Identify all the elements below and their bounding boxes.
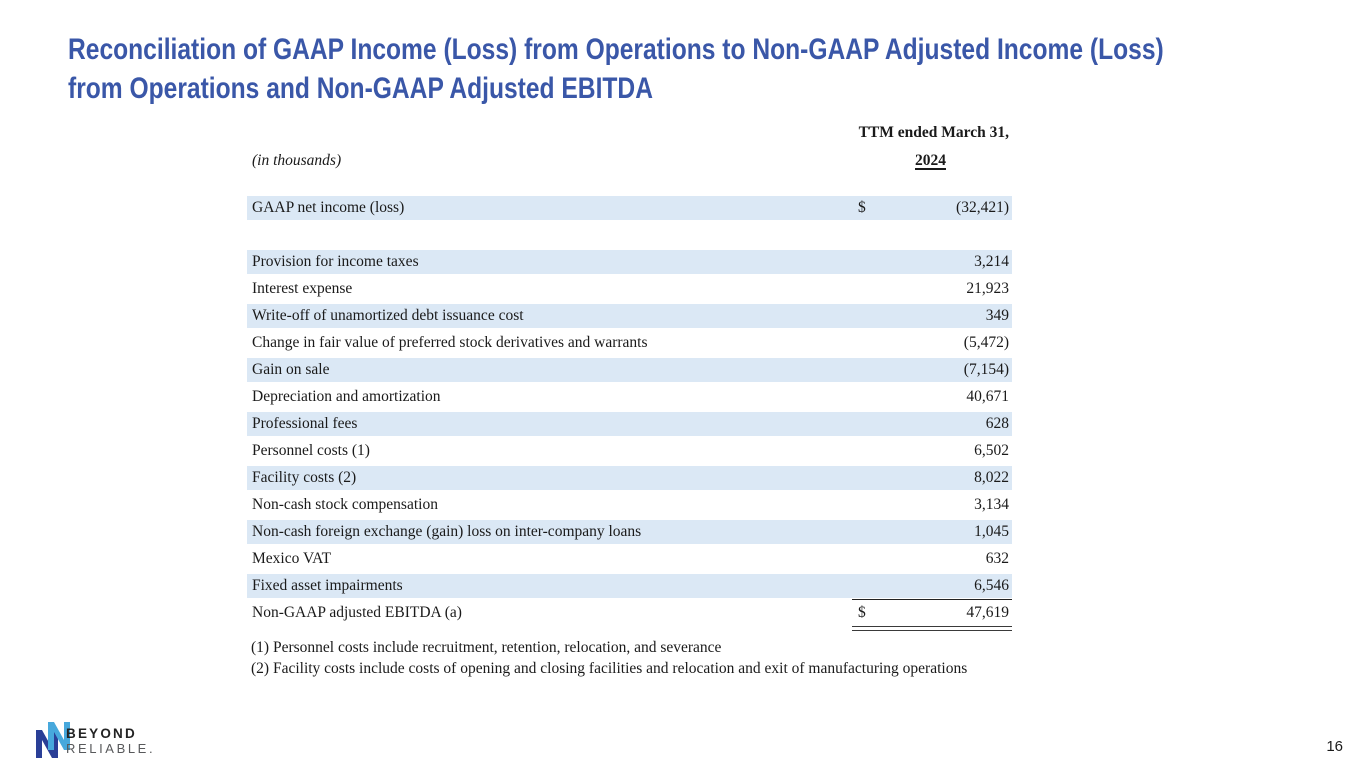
table-subheader: (in thousands) 2024 — [247, 148, 1012, 196]
row-currency-symbol — [858, 385, 898, 409]
row-label: GAAP net income (loss) — [252, 199, 405, 216]
row-label: Non-cash foreign exchange (gain) loss on… — [252, 523, 642, 540]
row-label: Interest expense — [252, 280, 353, 297]
row-value: 349 — [985, 307, 1009, 324]
row-value: 47,619 — [966, 604, 1009, 621]
row-currency-symbol — [858, 574, 898, 598]
row-value: (7,154) — [963, 361, 1009, 378]
row-value: 3,214 — [974, 253, 1009, 270]
row-label: Provision for income taxes — [252, 253, 419, 270]
row-value: 3,134 — [974, 496, 1009, 513]
table-row: Change in fair value of preferred stock … — [247, 331, 1012, 355]
table-row: Mexico VAT 632 — [247, 547, 1012, 571]
row-label: Fixed asset impairments — [252, 577, 403, 594]
units-note: (in thousands) — [252, 152, 342, 169]
row-currency-symbol: $ — [858, 199, 866, 216]
table-row: Non-GAAP adjusted EBITDA (a) $ 47,619 — [247, 601, 1012, 631]
reconciliation-table: TTM ended March 31, (in thousands) 2024 … — [247, 122, 1012, 631]
table-row: Non-cash foreign exchange (gain) loss on… — [247, 520, 1012, 544]
row-label: Mexico VAT — [252, 550, 332, 567]
column-header-period: TTM ended March 31, — [858, 124, 1009, 141]
row-label: Non-GAAP adjusted EBITDA (a) — [252, 604, 462, 621]
row-value: 8,022 — [974, 469, 1009, 486]
row-value: 628 — [985, 415, 1009, 432]
table-row: GAAP net income (loss) $ (32,421) — [247, 196, 1012, 220]
company-logo: BEYOND RELIABLE. — [36, 720, 256, 762]
row-currency-symbol — [858, 547, 898, 571]
table-row: Fixed asset impairments 6,546 — [247, 574, 1012, 600]
footnote-2: (2) Facility costs include costs of open… — [251, 660, 968, 677]
row-label: Change in fair value of preferred stock … — [252, 334, 648, 351]
table-body: GAAP net income (loss) $ (32,421) Provis… — [247, 196, 1012, 631]
row-value: 21,923 — [966, 280, 1009, 297]
row-currency-symbol: $ — [858, 604, 866, 621]
table-row: Facility costs (2) 8,022 — [247, 466, 1012, 490]
row-value: 40,671 — [966, 388, 1009, 405]
row-currency-symbol — [858, 358, 898, 382]
row-currency-symbol — [858, 331, 898, 355]
table-row: Write-off of unamortized debt issuance c… — [247, 304, 1012, 328]
table-row: Non-cash stock compensation 3,134 — [247, 493, 1012, 517]
footnotes: (1) Personnel costs include recruitment,… — [251, 637, 967, 679]
table-row: Gain on sale (7,154) — [247, 358, 1012, 382]
row-value: 6,546 — [974, 577, 1009, 594]
row-label: Write-off of unamortized debt issuance c… — [252, 307, 524, 324]
row-value: 632 — [985, 550, 1009, 567]
row-currency-symbol — [858, 412, 898, 436]
footnote-1: (1) Personnel costs include recruitment,… — [251, 639, 722, 656]
page-title: Reconciliation of GAAP Income (Loss) fro… — [68, 30, 1365, 108]
row-currency-symbol — [858, 493, 898, 517]
row-currency-symbol — [858, 277, 898, 301]
row-currency-symbol — [858, 250, 898, 274]
page-number: 16 — [1326, 738, 1343, 755]
table-row: Interest expense 21,923 — [247, 277, 1012, 301]
logo-text-beyond: BEYOND — [66, 726, 137, 741]
row-value: (32,421) — [956, 199, 1009, 216]
logo-text-reliable: RELIABLE. — [66, 741, 156, 756]
page-title-line-2: from Operations and Non-GAAP Adjusted EB… — [68, 72, 653, 105]
nn-logo-icon — [36, 722, 70, 758]
table-row: Provision for income taxes 3,214 — [247, 250, 1012, 274]
row-currency-symbol — [858, 466, 898, 490]
row-value: 1,045 — [974, 523, 1009, 540]
table-row — [247, 223, 1012, 247]
row-label: Facility costs (2) — [252, 469, 357, 486]
row-label: Depreciation and amortization — [252, 388, 441, 405]
row-value: (5,472) — [963, 334, 1009, 351]
table-row: Depreciation and amortization 40,671 — [247, 385, 1012, 409]
table-row: Professional fees 628 — [247, 412, 1012, 436]
page-title-line-1: Reconciliation of GAAP Income (Loss) fro… — [68, 33, 1164, 66]
row-label: Personnel costs (1) — [252, 442, 370, 459]
row-currency-symbol — [858, 223, 898, 247]
row-label: Professional fees — [252, 415, 358, 432]
logo-text: BEYOND RELIABLE. — [66, 726, 155, 756]
column-header-year: 2024 — [915, 152, 946, 169]
row-label: Non-cash stock compensation — [252, 496, 438, 513]
row-value: 6,502 — [974, 442, 1009, 459]
row-currency-symbol — [858, 439, 898, 463]
row-label — [252, 223, 842, 247]
row-currency-symbol — [858, 520, 898, 544]
row-currency-symbol — [858, 304, 898, 328]
row-label: Gain on sale — [252, 361, 330, 378]
table-row: Personnel costs (1) 6,502 — [247, 439, 1012, 463]
